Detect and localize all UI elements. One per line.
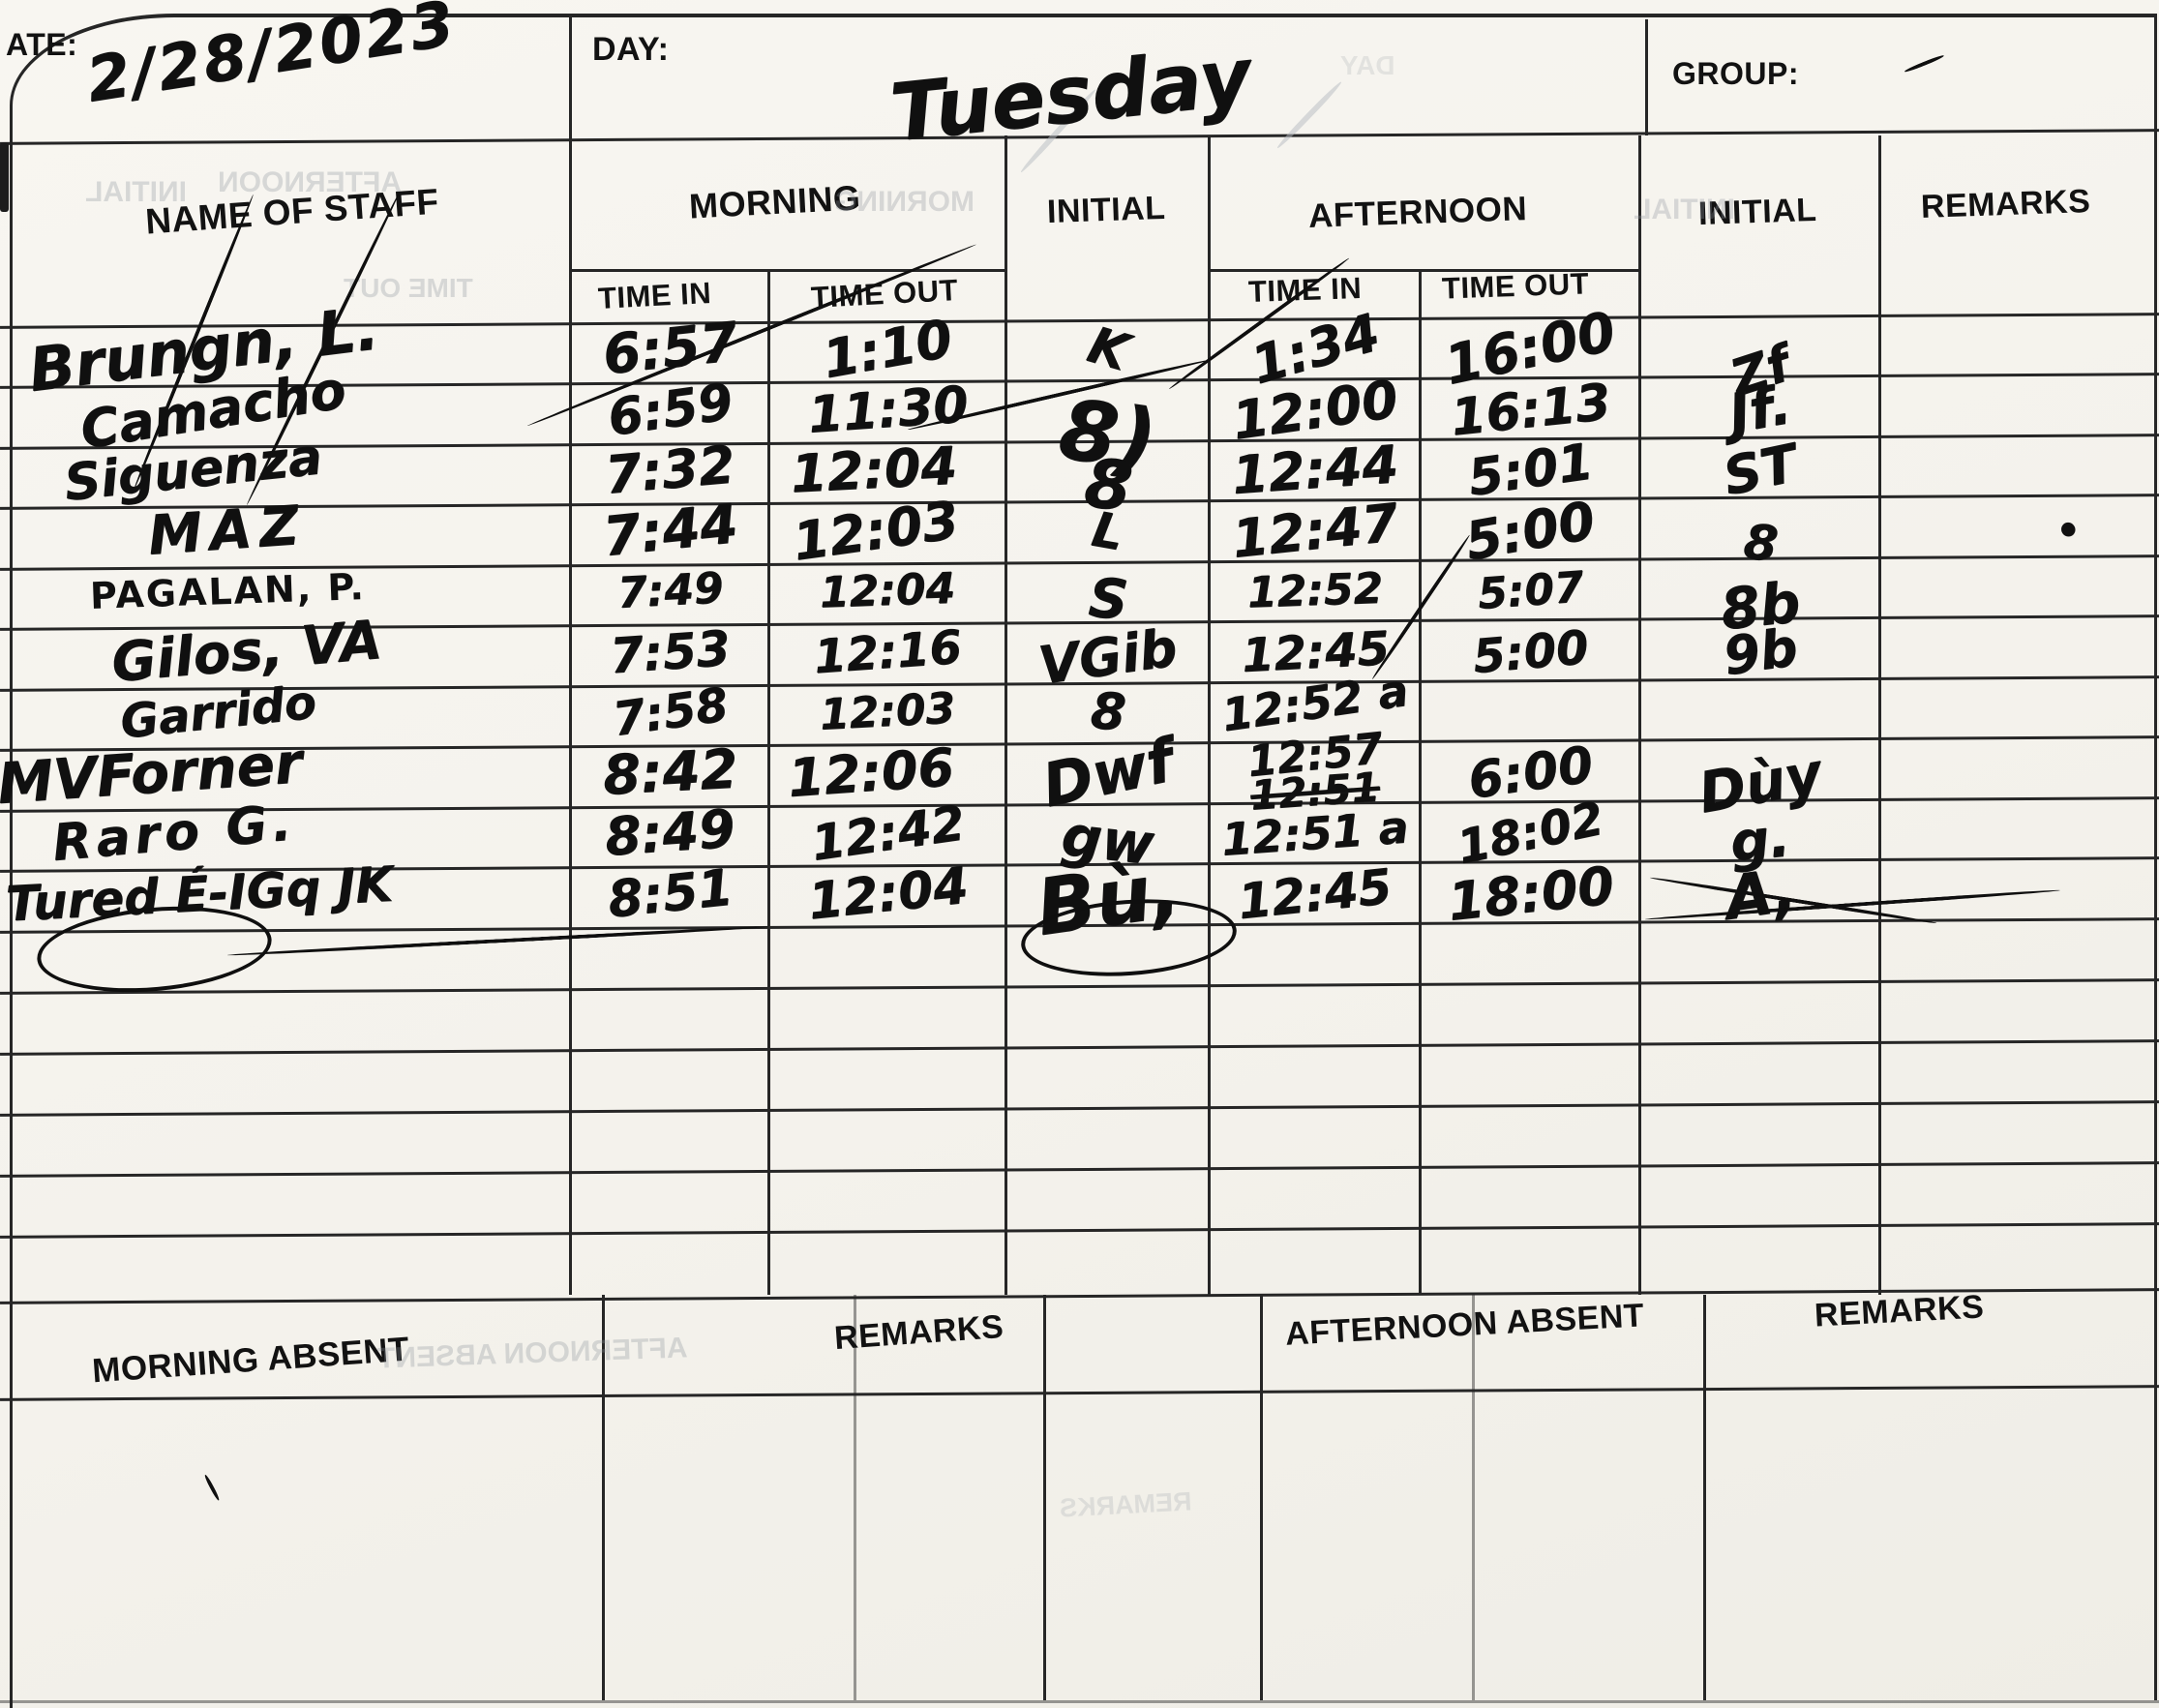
pm-initial: Jf. bbox=[1724, 373, 1796, 446]
ghost-day-text: DAY bbox=[1340, 50, 1395, 80]
table-row: Siguenza 7:32 12:04 8 12:44 5:01 ST bbox=[0, 428, 2159, 526]
am-time-in: 7:32 bbox=[602, 434, 738, 506]
staff-name: Raro G. bbox=[49, 794, 299, 873]
grid-line bbox=[0, 1161, 2159, 1178]
pen-stroke bbox=[203, 1474, 221, 1502]
grid-line bbox=[1645, 19, 1648, 135]
grid-line bbox=[569, 135, 572, 1295]
table-row: Gilos, VA 7:53 12:16 VGib 12:45 5:00 9b bbox=[0, 608, 2159, 696]
ghost-initial-text-2: INITIAL bbox=[1634, 194, 1735, 225]
day-label: DAY: bbox=[592, 31, 670, 68]
staff-name: MAZ bbox=[146, 493, 309, 568]
table-row: Raro G. 8:49 12:42 gw 12:51 a 18:02 g. bbox=[0, 792, 2159, 878]
pm-time-in: 12:45 bbox=[1235, 857, 1395, 930]
am-time-out: 12:16 bbox=[812, 619, 964, 684]
am-initial: S bbox=[1086, 566, 1130, 633]
am-time-out: 12:42 bbox=[807, 794, 969, 872]
am-time-in: 8:51 bbox=[605, 857, 735, 930]
am-time-in: 8:42 bbox=[601, 736, 739, 808]
pm-time-out: 5:00 bbox=[1470, 619, 1591, 684]
ghost-afternoon-text: AFTERNOON bbox=[218, 166, 402, 198]
grid-line bbox=[0, 1700, 2159, 1703]
grid-line bbox=[1703, 1295, 1706, 1700]
footer-remarks-label-2: REMARKS bbox=[1814, 1288, 1986, 1334]
staff-name: PAGALAN, P. bbox=[88, 565, 367, 617]
pm-initial: 9b bbox=[1719, 615, 1802, 687]
ghost-remarks-text: REMARKS bbox=[1059, 1486, 1193, 1523]
pm-time-out: 5:00 bbox=[1460, 489, 1601, 572]
handwritten-date: 2/28/2023 bbox=[81, 0, 462, 117]
morning-absent-label: MORNING ABSENT bbox=[91, 1330, 411, 1391]
ghost-afternoon-absent-text: AFTERNOON ABSENT bbox=[376, 1332, 689, 1375]
grid-line bbox=[0, 1385, 2159, 1401]
am-initial: 8 bbox=[1088, 681, 1128, 743]
date-label: ATE: bbox=[6, 27, 78, 62]
grid-line bbox=[569, 15, 572, 135]
grid-line bbox=[0, 978, 2159, 995]
pm-time-in: 12:47 bbox=[1229, 491, 1401, 570]
am-initial: K bbox=[1081, 315, 1135, 383]
grid-line bbox=[1638, 135, 1641, 1295]
pm-time-out: 5:07 bbox=[1476, 562, 1585, 619]
remarks-value: • bbox=[2055, 508, 2081, 554]
am-time-out: 12:06 bbox=[786, 735, 956, 809]
grid-line bbox=[1005, 135, 1007, 1295]
grid-line bbox=[1472, 1295, 1475, 1700]
am-time-out: 11:30 bbox=[805, 375, 971, 445]
am-initial: L bbox=[1088, 500, 1128, 561]
table-row: MVForner 8:42 12:06 Dwf 12:57 12:51 6:00… bbox=[0, 723, 2159, 825]
table-row: Garrido 7:58 12:03 8 12:52 a bbox=[0, 664, 2159, 750]
grid-line bbox=[1419, 269, 1422, 1295]
table-row: MAZ 7:44 12:03 L 12:47 5:00 8 • bbox=[0, 489, 2159, 572]
pm-time-in: 12:52 bbox=[1246, 563, 1384, 618]
pencil-scuff bbox=[1274, 79, 1344, 151]
afternoon-time-out-label: TIME OUT bbox=[1441, 266, 1590, 306]
am-time-in: 7:49 bbox=[615, 563, 725, 618]
grid-line bbox=[1210, 269, 1640, 272]
grid-line bbox=[0, 1100, 2159, 1117]
remarks-header: REMARKS bbox=[1920, 182, 2091, 226]
grid-line bbox=[1878, 135, 1881, 1295]
ghost-initial-text: INITIAL bbox=[85, 176, 187, 208]
ghost-morning-text: MORNING bbox=[834, 186, 975, 218]
scan-blot bbox=[0, 142, 9, 212]
grid-line bbox=[2154, 15, 2157, 1700]
grid-line bbox=[1208, 135, 1211, 1295]
grid-line bbox=[571, 269, 1006, 272]
grid-line bbox=[0, 1222, 2159, 1239]
am-time-out: 12:03 bbox=[819, 683, 957, 740]
am-time-out: 12:04 bbox=[819, 563, 957, 618]
footer-remarks-label-1: REMARKS bbox=[832, 1307, 1005, 1358]
pm-time-in: 12:51 a bbox=[1219, 800, 1411, 866]
pm-initial: ST bbox=[1718, 432, 1803, 508]
pen-stroke bbox=[1904, 53, 1945, 74]
afternoon-absent-label: AFTERNOON ABSENT bbox=[1284, 1297, 1646, 1353]
am-time-in: 8:49 bbox=[603, 797, 737, 868]
initial-header-morning: INITIAL bbox=[1046, 189, 1167, 231]
table-row: PAGALAN, P. 7:49 12:04 S 12:52 5:07 8b bbox=[0, 561, 2159, 643]
grid-line bbox=[0, 1039, 2159, 1056]
am-time-in: 7:44 bbox=[599, 492, 741, 569]
pm-time-out: 18:00 bbox=[1444, 854, 1617, 933]
afternoon-header: AFTERNOON bbox=[1307, 190, 1528, 235]
pm-time-in: 12:44 bbox=[1230, 434, 1400, 506]
staff-name: Gilos, VA bbox=[108, 608, 385, 695]
grid-line bbox=[767, 269, 770, 1295]
am-time-in: 7:53 bbox=[608, 619, 733, 684]
am-time-in: 7:58 bbox=[609, 676, 732, 748]
group-label: GROUP: bbox=[1672, 56, 1799, 91]
am-time-out: 1:10 bbox=[818, 307, 958, 391]
grid-line bbox=[1043, 1295, 1046, 1700]
am-time-out: 12:03 bbox=[789, 488, 963, 573]
grid-line bbox=[1260, 1295, 1263, 1700]
am-time-out: 12:04 bbox=[805, 856, 971, 931]
grid-line bbox=[602, 1295, 605, 1700]
morning-time-in-label: TIME IN bbox=[597, 275, 712, 316]
grid-line bbox=[854, 1295, 856, 1700]
